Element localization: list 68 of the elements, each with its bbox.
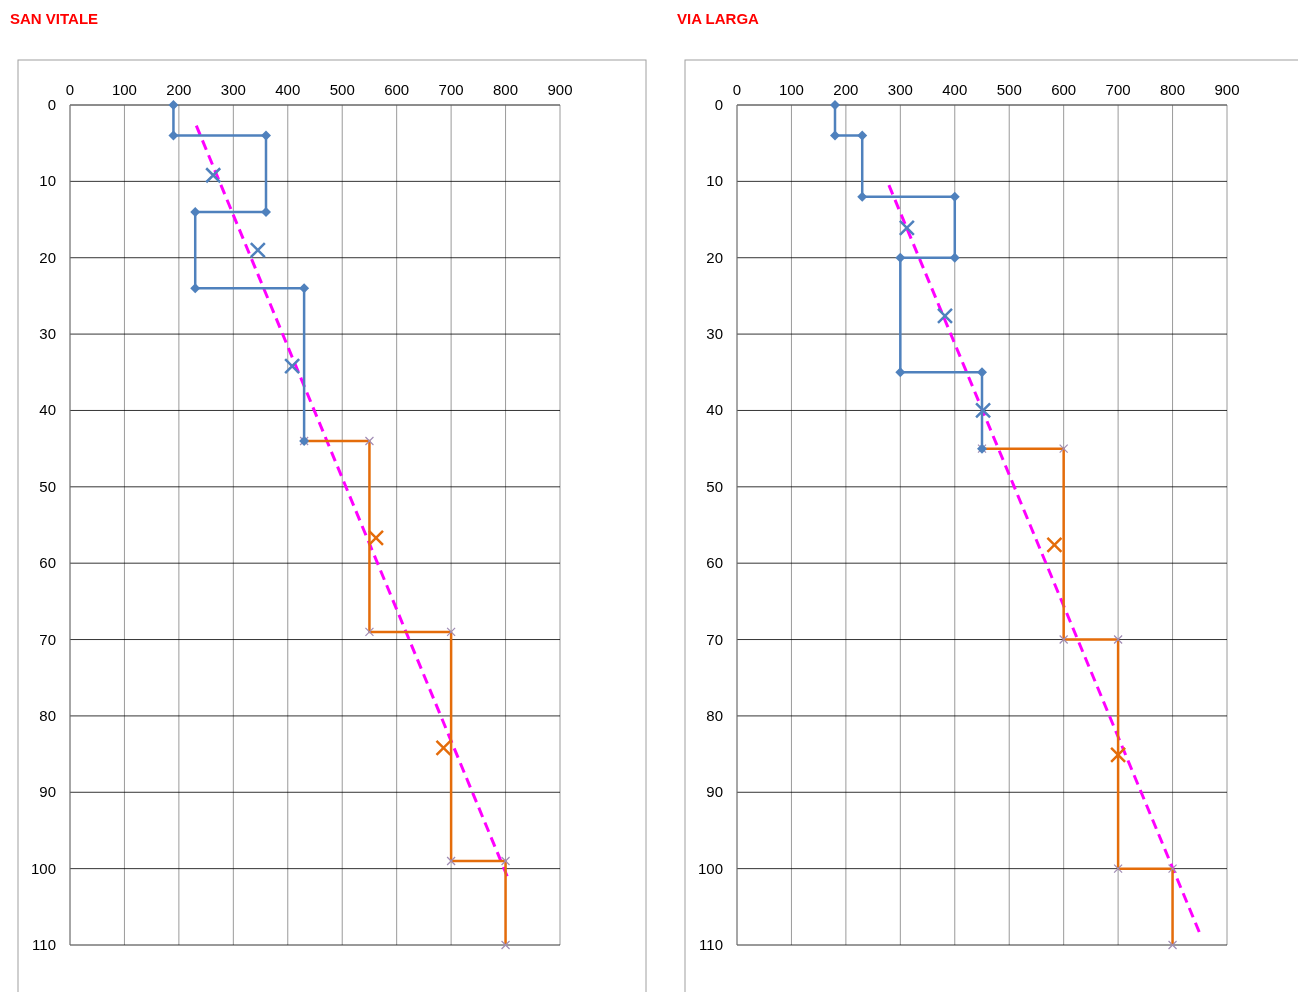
- x-tick-label: 400: [942, 81, 968, 98]
- y-tick-label: 20: [39, 248, 56, 266]
- point: [830, 130, 840, 141]
- x-tick-label: 400: [275, 81, 301, 98]
- y-tick-label: 70: [39, 630, 56, 648]
- x-tick-label: 600: [384, 81, 410, 98]
- point: [1046, 536, 1063, 554]
- y-tick-label: 100: [30, 859, 56, 877]
- point: [857, 191, 868, 202]
- x-tick-label: 700: [1105, 81, 1131, 98]
- y-tick-label: 30: [706, 325, 723, 343]
- y-tick-label: 40: [706, 401, 723, 419]
- y-tick-label: 70: [706, 630, 723, 648]
- x-tick-label: 700: [438, 81, 464, 98]
- y-tick-label: 110: [32, 936, 56, 953]
- point: [898, 219, 916, 237]
- x-tick-label: 100: [778, 81, 804, 98]
- y-tick-label: 10: [39, 172, 56, 190]
- point: [895, 252, 906, 263]
- y-tick-label: 80: [39, 706, 56, 724]
- point: [283, 357, 301, 375]
- point: [190, 283, 201, 294]
- x-tick-label: 900: [547, 81, 573, 98]
- x-tick-label: 800: [1160, 81, 1186, 98]
- y-tick-label: 30: [39, 325, 56, 343]
- x-tick-label: 500: [329, 81, 355, 98]
- y-tick-label: 20: [706, 248, 723, 266]
- x-tick-label: 0: [732, 81, 742, 98]
- point: [435, 739, 452, 757]
- point: [949, 252, 960, 263]
- y-tick-label: 50: [39, 477, 56, 495]
- x-tick-label: 600: [1051, 81, 1077, 98]
- point: [857, 130, 868, 141]
- y-tick-label: 60: [706, 554, 723, 572]
- y-tick-label: 0: [47, 96, 56, 113]
- y-tick-label: 40: [39, 401, 56, 419]
- x-tick-label: 800: [493, 81, 519, 98]
- y-tick-label: 10: [706, 172, 723, 190]
- point: [895, 367, 906, 378]
- point: [261, 130, 271, 141]
- x-tick-label: 200: [166, 81, 192, 98]
- y-tick-label: 50: [706, 477, 723, 495]
- x-tick-label: 200: [833, 81, 859, 98]
- point: [168, 130, 179, 141]
- point: [249, 241, 267, 259]
- y-tick-label: 100: [697, 859, 723, 877]
- chart-title: VIA LARGA: [677, 10, 760, 27]
- point: [974, 402, 992, 419]
- x-tick-label: 300: [220, 81, 246, 98]
- x-tick-label: 0: [65, 81, 75, 98]
- point: [299, 283, 310, 294]
- y-tick-label: 90: [39, 783, 56, 801]
- y-tick-label: 110: [699, 936, 723, 953]
- point: [168, 100, 179, 110]
- x-tick-label: 100: [111, 81, 137, 98]
- y-tick-label: 80: [706, 706, 723, 724]
- x-tick-label: 900: [1214, 81, 1240, 98]
- y-tick-label: 90: [706, 783, 723, 801]
- point: [830, 100, 840, 110]
- point: [936, 307, 954, 325]
- chart-title: SAN VITALE: [10, 10, 99, 27]
- point: [1109, 746, 1127, 764]
- x-tick-label: 300: [887, 81, 913, 98]
- x-tick-label: 500: [996, 81, 1022, 98]
- y-tick-label: 0: [714, 96, 723, 113]
- y-tick-label: 60: [39, 554, 56, 572]
- point: [949, 191, 960, 202]
- point: [204, 167, 222, 184]
